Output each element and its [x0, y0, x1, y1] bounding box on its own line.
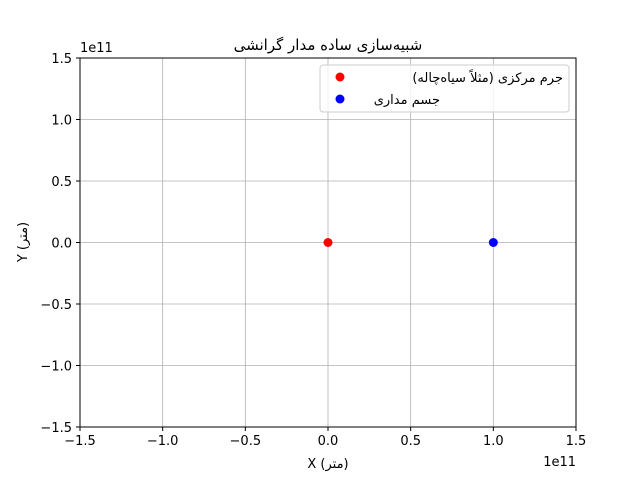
- x-tick-label: −1.5: [64, 434, 96, 449]
- chart-title: شبیه‌سازی ساده مدار گرانشی: [234, 36, 423, 54]
- x-axis-ticks: −1.5 −1.0 −0.5 0.0 0.5 1.0 1.5: [64, 427, 586, 449]
- y-tick-label: 0.0: [51, 237, 72, 252]
- y-axis-label: Y (متر): [16, 222, 31, 263]
- legend-label-central-mass: جرم مرکزی (مثلاً سیاه‌چاله): [412, 69, 563, 86]
- y-tick-label: 1.5: [51, 52, 72, 67]
- y-tick-label: −1.5: [40, 421, 72, 436]
- y-tick-label: −0.5: [40, 298, 72, 313]
- orbiting-body-point: [488, 238, 498, 247]
- central-mass-point: [323, 238, 333, 247]
- y-axis-ticks: −1.5 −1.0 −0.5 0.0 0.5 1.0 1.5: [40, 52, 80, 436]
- y-tick-label: −1.0: [40, 360, 72, 375]
- y-offset-text: 1e11: [80, 41, 113, 56]
- y-tick-label: 0.5: [51, 175, 72, 190]
- x-tick-label: 1.0: [483, 434, 504, 449]
- x-tick-label: −1.0: [147, 434, 179, 449]
- x-axis-label: X (متر): [307, 457, 348, 472]
- legend-marker-central-mass: [335, 72, 345, 82]
- x-tick-label: −0.5: [230, 434, 262, 449]
- y-tick-label: 1.0: [51, 114, 72, 129]
- x-tick-label: 0.5: [400, 434, 421, 449]
- legend-marker-orbiting-body: [335, 94, 345, 104]
- x-tick-label: 1.5: [566, 434, 587, 449]
- x-offset-text: 1e11: [543, 455, 576, 470]
- data-points: [323, 238, 498, 247]
- x-tick-label: 0.0: [318, 434, 339, 449]
- legend-box: [319, 64, 570, 113]
- legend: جرم مرکزی (مثلاً سیاه‌چاله) جسم مداری: [319, 64, 570, 113]
- legend-label-orbiting-body: جسم مداری: [374, 93, 440, 108]
